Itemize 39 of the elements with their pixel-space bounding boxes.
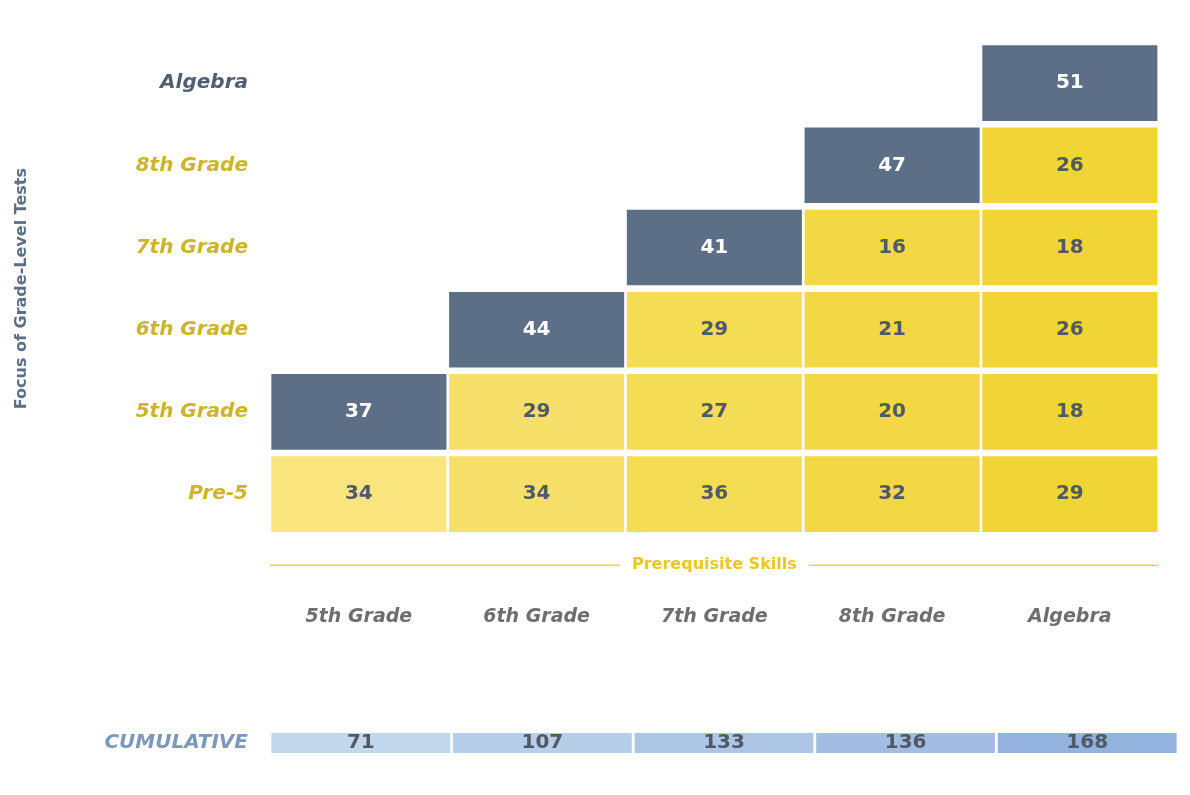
x-tick-label: 5th Grade	[305, 603, 413, 626]
y-tick-label: 5th Grade	[135, 398, 248, 423]
data-label: 29	[522, 398, 551, 423]
x-axis-title: Prerequisite Skills	[631, 554, 797, 574]
data-label: 136	[884, 729, 927, 754]
y-tick-label: 7th Grade	[135, 233, 248, 258]
data-label: 51	[1055, 69, 1084, 94]
y-tick-label: 8th Grade	[135, 151, 248, 176]
y-tick-label: CUMULATIVE	[104, 729, 249, 754]
data-label: 26	[1055, 151, 1084, 176]
data-label: 47	[878, 151, 907, 176]
data-label: 133	[703, 729, 745, 754]
data-label: 34	[522, 480, 551, 505]
data-label: 26	[1055, 315, 1084, 340]
data-label: 107	[521, 729, 564, 754]
data-label: 18	[1055, 233, 1084, 258]
data-label: 71	[346, 729, 375, 754]
x-tick-label: Algebra	[1026, 603, 1112, 626]
x-tick-label: 6th Grade	[483, 603, 591, 626]
y-tick-label: Pre-5	[188, 480, 248, 505]
x-tick-label: 7th Grade	[661, 603, 768, 626]
data-label: 34	[344, 480, 373, 505]
y-axis-title: Focus of Grade-Level Tests	[10, 167, 30, 410]
data-label: 168	[1066, 729, 1109, 754]
data-label: 20	[878, 398, 907, 423]
data-label: 37	[344, 398, 373, 423]
data-label: 32	[878, 480, 907, 505]
data-label: 29	[700, 315, 729, 340]
data-label: 41	[700, 233, 729, 258]
data-label: 44	[522, 315, 551, 340]
data-label: 27	[700, 398, 729, 423]
data-label: 18	[1055, 398, 1084, 423]
y-tick-label: Algebra	[158, 69, 248, 94]
y-tick-label: 6th Grade	[135, 315, 248, 340]
data-label: 29	[1055, 480, 1084, 505]
x-tick-label: 8th Grade	[838, 603, 946, 626]
data-label: 16	[878, 233, 907, 258]
data-label: 36	[700, 480, 729, 505]
data-label: 21	[878, 315, 907, 340]
